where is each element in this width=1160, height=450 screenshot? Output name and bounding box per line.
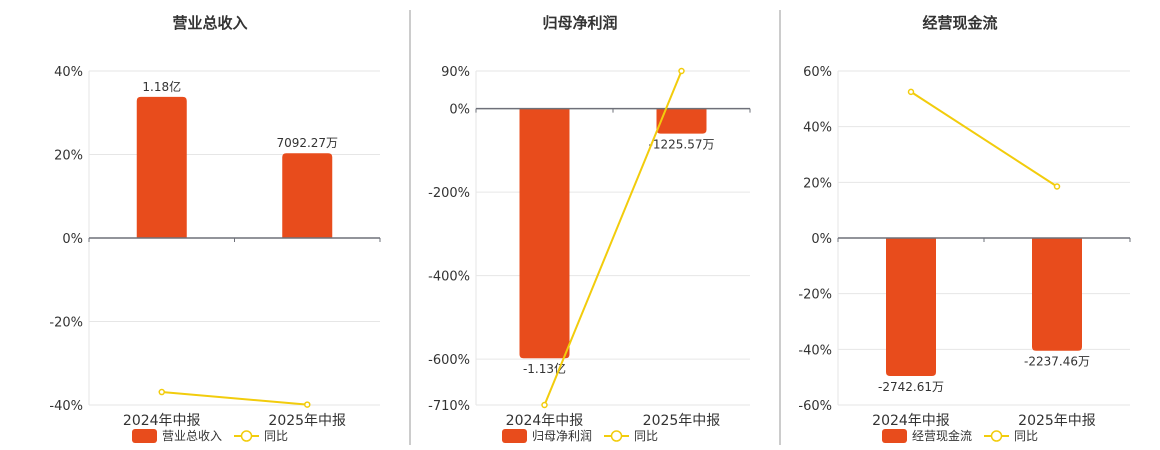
y-tick-label: 20% — [803, 176, 832, 191]
y-tick-label: 40% — [54, 65, 83, 80]
yoy-line — [543, 70, 683, 406]
y-tick-label: -710% — [428, 399, 470, 414]
chart-panel-1: 营业总收入 40% 20% 0% -20% -40% 1.18亿 7092.27万 2024年中… — [49, 14, 381, 443]
chart-title: 经营现金流 — [922, 14, 997, 32]
y-tick-label: -200% — [428, 186, 470, 201]
bar-data-label: -1225.57万 — [649, 138, 715, 152]
legend-bar-swatch — [502, 429, 527, 443]
legend-bar-label: 归母净利润 — [532, 429, 592, 443]
y-tick-label: -400% — [428, 270, 470, 285]
legend-line-marker — [990, 430, 1003, 442]
x-category-label: 2025年中报 — [643, 413, 721, 429]
y-tick-label: 40% — [803, 121, 832, 136]
legend: 归母净利润 同比 — [502, 429, 658, 443]
bar[interactable] — [519, 108, 570, 359]
legend-bar-label: 营业总收入 — [162, 429, 222, 443]
x-category-label: 2024年中报 — [123, 413, 201, 429]
y-tick-label: -600% — [428, 353, 470, 368]
x-category-label: 2024年中报 — [872, 413, 950, 429]
y-tick-label: 0% — [62, 232, 83, 247]
legend-line-label: 同比 — [264, 429, 288, 443]
legend-line-marker — [610, 430, 623, 442]
y-tick-label: -20% — [798, 288, 832, 303]
yoy-point[interactable] — [1053, 183, 1061, 190]
yoy-point[interactable] — [304, 401, 311, 408]
yoy-point[interactable] — [158, 388, 165, 396]
bar[interactable] — [656, 108, 707, 134]
bar[interactable] — [136, 96, 187, 238]
bar[interactable] — [1032, 238, 1082, 351]
bar-data-label: -1.13亿 — [523, 361, 566, 376]
y-tick-label: -20% — [49, 316, 83, 331]
legend-bar-swatch — [132, 429, 157, 443]
legend-line-marker — [240, 430, 253, 442]
bar[interactable] — [282, 153, 333, 238]
bar-data-label: 7092.27万 — [276, 136, 338, 150]
bar-data-label: -2742.61万 — [878, 380, 944, 394]
chart-title: 归母净利润 — [542, 14, 617, 32]
y-tick-label: 20% — [54, 149, 83, 164]
y-tick-label: -60% — [798, 399, 832, 414]
yoy-point[interactable] — [678, 67, 685, 75]
x-category-label: 2025年中报 — [1018, 413, 1096, 429]
y-tick-label: 0% — [449, 103, 470, 118]
yoy-line — [161, 391, 308, 406]
bar-data-label: 1.18亿 — [142, 79, 181, 94]
y-tick-label: 0% — [811, 232, 832, 247]
legend-bar-label: 经营现金流 — [912, 428, 972, 443]
y-tick-label: 90% — [441, 65, 470, 80]
y-tick-label: -40% — [798, 343, 832, 358]
legend: 营业总收入 同比 — [132, 429, 288, 443]
x-category-label: 2025年中报 — [268, 413, 346, 429]
chart-panel-2: 归母净利润 90% 0% -200% -400% -600% -710% -1.13亿 -122… — [428, 14, 751, 443]
chart-title: 营业总收入 — [172, 14, 247, 32]
yoy-point[interactable] — [541, 401, 548, 409]
legend-line-label: 同比 — [634, 429, 658, 443]
yoy-point[interactable] — [907, 88, 915, 96]
yoy-line — [910, 91, 1058, 188]
x-category-label: 2024年中报 — [506, 413, 584, 429]
y-tick-label: -40% — [49, 399, 83, 414]
y-tick-label: 60% — [803, 65, 832, 80]
legend: 经营现金流 同比 — [882, 428, 1038, 443]
chart-panel-3: 经营现金流 60% 40% 20% 0% -20% -40% -60% -2742.61万 -22… — [798, 14, 1131, 443]
bar[interactable] — [886, 238, 936, 377]
legend-line-label: 同比 — [1014, 429, 1038, 443]
legend-bar-swatch — [882, 429, 907, 443]
bar-data-label: -2237.46万 — [1024, 355, 1090, 369]
